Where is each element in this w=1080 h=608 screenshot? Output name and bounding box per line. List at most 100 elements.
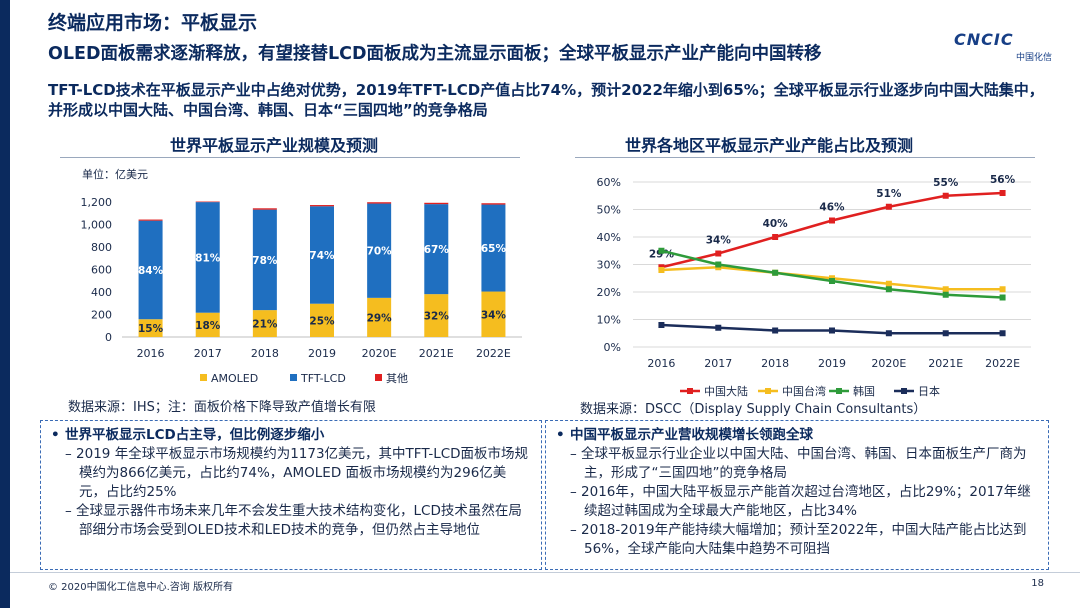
line-chart: 0% 10% 20% 30% 40% 50% 60% 2016 2017 2018 2019 2020… (597, 174, 1031, 398)
bar-legend-swatch-其他 (375, 374, 382, 381)
right-box-item-1: – 全球平板显示行业企业以中国大陆、中国台湾、韩国、日本面板生产厂商为主，形成了… (570, 446, 1027, 481)
line-point-中国台湾 (885, 280, 892, 287)
bar-data-label: 67% (424, 244, 450, 256)
bar-x-tick: 2018 (251, 347, 279, 360)
bar-AMOLED-2018 (252, 310, 277, 337)
line-point-日本 (999, 330, 1006, 337)
right-box-item-3: – 2018-2019年产能持续大幅增加；预计至2022年，中国大陆产能占比达到… (570, 522, 1027, 557)
left-text-box: • 世界平板显示LCD占主导，但比例逐步缩小 – 2019 年全球平板显示市场规模… (40, 420, 542, 570)
line-legend-marker-中国大陆 (687, 388, 693, 394)
bar-data-label: 15% (138, 323, 164, 335)
bar-x-tick: 2021E (419, 347, 454, 360)
line-y-tick: 20% (597, 286, 621, 299)
left-box-item-2: – 全球显示器件市场未来几年不会发生重大技术结构变化，LCD技术虽然在局部细分市… (65, 503, 522, 538)
line-legend-marker-中国台湾 (765, 388, 771, 394)
bar-legend-label: AMOLED (211, 372, 258, 385)
bar-legend-label: 其他 (386, 372, 408, 385)
line-legend-marker-韩国 (836, 388, 842, 394)
logo-text: CNCIC (954, 30, 1014, 49)
bar-AMOLED-2020E (367, 297, 392, 337)
line-data-label: 55% (933, 177, 959, 189)
line-x-tick: 2016 (647, 357, 675, 370)
line-point-中国台湾 (999, 286, 1006, 293)
line-point-韩国 (715, 261, 722, 268)
bar-其他-2020E (367, 202, 392, 204)
left-chart-title: 世界平板显示产业规模及预测 (170, 136, 379, 155)
line-point-日本 (885, 330, 892, 337)
line-point-中国大陆 (999, 190, 1006, 196)
bar-x-tick: 2016 (137, 347, 165, 360)
left-box-item-1: – 2019 年全球平板显示市场规模约为1173亿美元，其中TFT-LCD面板市… (65, 446, 529, 500)
bar-TFT-LCD-2016 (138, 220, 163, 320)
bar-其他-2019 (310, 205, 334, 207)
bar-data-label: 29% (367, 312, 393, 324)
bar-其他-2022E (481, 203, 506, 205)
footer-rule (10, 572, 1080, 573)
line-x-tick: 2022E (985, 357, 1020, 370)
line-point-中国台湾 (942, 286, 949, 293)
bar-legend-swatch-AMOLED (200, 374, 207, 381)
bar-TFT-LCD-2021E (424, 204, 449, 295)
bar-y-tick: 1,000 (81, 219, 113, 232)
line-point-中国大陆 (885, 203, 892, 210)
line-data-label: 40% (763, 218, 789, 230)
line-point-日本 (715, 324, 722, 331)
line-data-label: 51% (876, 188, 902, 200)
bar-AMOLED-2021E (424, 294, 449, 337)
left-chart-source: 数据来源：IHS；注：面板价格下降导致产值增长有限 (68, 400, 376, 415)
line-legend-marker-日本 (901, 388, 907, 394)
bar-y-tick: 0 (105, 331, 112, 344)
page-number: 18 (1031, 578, 1044, 589)
line-point-日本 (658, 322, 665, 328)
line-point-韩国 (999, 294, 1006, 301)
right-box-item-2: – 2016年，中国大陆平板显示产能首次超过台湾地区，占比29%；2017年继续… (570, 484, 1031, 519)
bar-legend-label: TFT-LCD (300, 372, 346, 385)
line-legend-label: 中国大陆 (704, 384, 748, 398)
line-y-tick: 60% (597, 176, 621, 189)
left-accent-bar (0, 0, 10, 608)
slide-title: 终端应用市场：平板显示 (48, 12, 258, 34)
bar-其他-2017 (195, 201, 220, 203)
line-point-韩国 (772, 269, 779, 276)
bar-x-tick: 2020E (362, 347, 397, 360)
bar-y-tick: 1,200 (81, 196, 113, 209)
slide-summary: TFT-LCD技术在平板显示产业中占绝对优势，2019年TFT-LCD产值占比7… (48, 81, 1044, 119)
left-box-head-text: 世界平板显示LCD占主导，但比例逐步缩小 (65, 427, 325, 443)
bar-y-tick: 800 (91, 241, 112, 254)
right-chart-rule (575, 157, 1035, 158)
bar-data-label: 81% (195, 252, 221, 264)
line-data-label: 46% (819, 202, 845, 214)
right-text-box: • 中国平板显示产业营收规模增长领跑全球 – 全球平板显示行业企业以中国大陆、中国… (545, 420, 1049, 570)
bar-AMOLED-2019 (310, 303, 334, 337)
bar-其他-2016 (138, 219, 163, 221)
line-point-日本 (772, 327, 779, 334)
bar-data-label: 65% (481, 243, 507, 255)
bar-TFT-LCD-2022E (481, 204, 506, 292)
bar-data-label: 74% (309, 250, 335, 262)
bar-data-label: 25% (309, 315, 335, 327)
line-point-日本 (829, 327, 835, 334)
bar-TFT-LCD-2019 (310, 206, 334, 304)
bar-TFT-LCD-2017 (195, 202, 220, 313)
line-point-韩国 (942, 291, 949, 298)
bar-AMOLED-2017 (195, 312, 220, 337)
right-chart-title: 世界各地区平板显示产业产能占比及预测 (625, 136, 914, 155)
bar-legend-swatch-TFT-LCD (290, 374, 297, 381)
line-point-韩国 (885, 286, 892, 293)
company-logo: CNCIC 中国化信 (946, 28, 1056, 68)
right-box-head: • 中国平板显示产业营收规模增长领跑全球 (556, 427, 813, 443)
bar-AMOLED-2016 (138, 319, 163, 337)
left-box-head: • 世界平板显示LCD占主导，但比例逐步缩小 (51, 427, 325, 443)
line-x-tick: 2020E (871, 357, 906, 370)
line-legend-label: 韩国 (853, 384, 875, 398)
line-x-tick: 2018 (761, 357, 789, 370)
line-y-tick: 10% (597, 314, 621, 327)
bar-data-label: 21% (252, 319, 278, 331)
left-chart-rule (60, 157, 520, 158)
line-data-label: 34% (706, 235, 732, 247)
line-point-中国台湾 (658, 267, 665, 273)
bar-其他-2021E (424, 202, 449, 205)
line-point-韩国 (829, 278, 835, 284)
right-chart-source: 数据来源：DSCC（Display Supply Chain Consultan… (580, 402, 927, 417)
line-x-tick: 2021E (928, 357, 963, 370)
